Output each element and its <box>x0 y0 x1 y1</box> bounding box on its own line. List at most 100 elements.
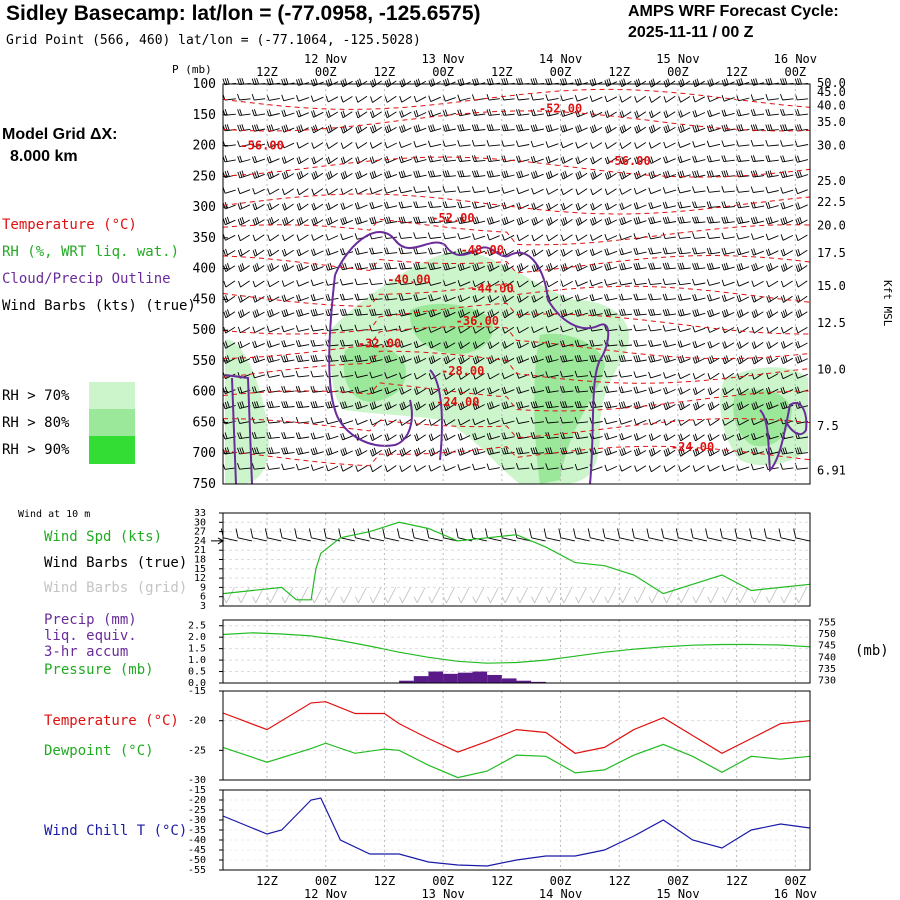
wind-barb <box>633 324 647 332</box>
pressure-tick-label: 500 <box>193 323 216 338</box>
wind-barb <box>250 528 267 542</box>
wind-barb <box>310 339 324 347</box>
pressure-tick-label: 600 <box>193 385 216 400</box>
wind-barb <box>619 96 632 103</box>
wind-barb <box>736 140 750 147</box>
pressure-tick-label: 150 <box>193 108 216 123</box>
wind-barb <box>692 155 706 163</box>
wind-barb <box>279 528 297 542</box>
wind-barb <box>398 355 412 364</box>
wind-tick-label: 27 <box>194 527 206 538</box>
wind-barb <box>678 401 691 411</box>
wind-barb <box>370 465 382 473</box>
wind-barb <box>721 186 735 193</box>
wind-barb <box>794 170 809 179</box>
wind-barb <box>648 371 662 379</box>
wind-barb <box>721 232 735 240</box>
wind-barb <box>457 309 471 318</box>
wind-barb <box>354 247 368 255</box>
wind-barb <box>678 387 691 395</box>
wind-barb <box>340 465 353 472</box>
wind-barb <box>604 248 618 256</box>
wind-barb <box>780 280 793 288</box>
wind-tick-label: 6 <box>200 592 206 603</box>
wind-barb <box>428 279 442 286</box>
wind-barb <box>399 96 412 103</box>
wind-barb <box>515 93 530 101</box>
wind-barb <box>516 234 529 242</box>
wind-barb <box>340 170 353 180</box>
wind-barb <box>487 309 500 319</box>
legend-cloud-outline: Cloud/Precip Outline <box>2 271 171 287</box>
wind-barb <box>677 155 691 164</box>
wind-barb <box>501 248 515 257</box>
wind-barb <box>486 233 500 241</box>
wind-barb <box>604 293 618 301</box>
pressure-tick-label: 550 <box>193 354 216 369</box>
wind-barb <box>722 355 735 365</box>
wind-barb <box>310 308 324 317</box>
wind-barb <box>369 371 383 379</box>
legend-rh80-label: RH > 80% <box>2 415 70 431</box>
wind-barb <box>795 202 808 210</box>
wind-barb <box>355 587 367 604</box>
wind-barb <box>634 156 647 165</box>
wind-barb <box>619 587 631 604</box>
wind-barb <box>295 354 310 363</box>
wind-barb <box>736 418 750 426</box>
wind-barb <box>575 142 588 149</box>
wind-barb <box>662 293 677 301</box>
wind-barb <box>472 373 485 380</box>
wind-barb <box>414 387 427 395</box>
wind-barb <box>295 463 310 471</box>
wind-barb <box>587 528 605 542</box>
wind-barb <box>267 216 280 226</box>
rh-shading-region <box>733 389 792 447</box>
wind-barb <box>545 416 559 424</box>
wind-barb <box>442 170 456 178</box>
wind-barb <box>369 447 382 457</box>
wind-barb <box>531 309 544 318</box>
wind-barb <box>633 262 647 270</box>
wind-barb <box>281 340 295 348</box>
wind-barb <box>296 170 309 180</box>
wind-barb <box>398 293 412 301</box>
wind-barb <box>574 294 588 302</box>
wind-barb <box>413 308 427 317</box>
wind-barb <box>589 354 603 362</box>
wind-barb <box>751 309 764 319</box>
wind-barb <box>325 233 339 241</box>
wind-barb <box>237 340 251 349</box>
wind-barb <box>442 140 456 147</box>
wind-barb <box>413 278 427 286</box>
wind-barb <box>310 294 324 302</box>
wind-barb <box>707 309 720 318</box>
wind-barb <box>531 187 544 195</box>
wind-barb <box>589 95 603 103</box>
wind-barb <box>662 247 677 255</box>
wind-barb <box>325 202 339 211</box>
wind-barb <box>662 355 676 364</box>
bottom-hour-label: 12Z <box>491 874 513 888</box>
wind-barb <box>398 232 412 239</box>
wind-barb <box>472 262 485 272</box>
wind-barb <box>516 187 530 195</box>
wind-barb <box>573 528 590 542</box>
wind-barb <box>414 401 426 411</box>
wind-barb <box>604 587 617 604</box>
wind-barb <box>266 124 280 133</box>
wind-barb <box>546 216 559 226</box>
wind-barb <box>428 109 442 118</box>
wind-barb <box>750 233 765 240</box>
wind-barb <box>692 278 706 286</box>
wind-barb <box>251 124 266 132</box>
top-hour-label: 12Z <box>256 65 278 79</box>
isotherm-label: -24.00 <box>436 395 479 409</box>
wind-barb <box>663 433 676 442</box>
wind-barb <box>427 247 442 255</box>
wind-barb <box>575 587 587 604</box>
wind-barb <box>457 201 471 209</box>
wind-barb <box>574 401 589 409</box>
wind-barb <box>705 528 722 542</box>
